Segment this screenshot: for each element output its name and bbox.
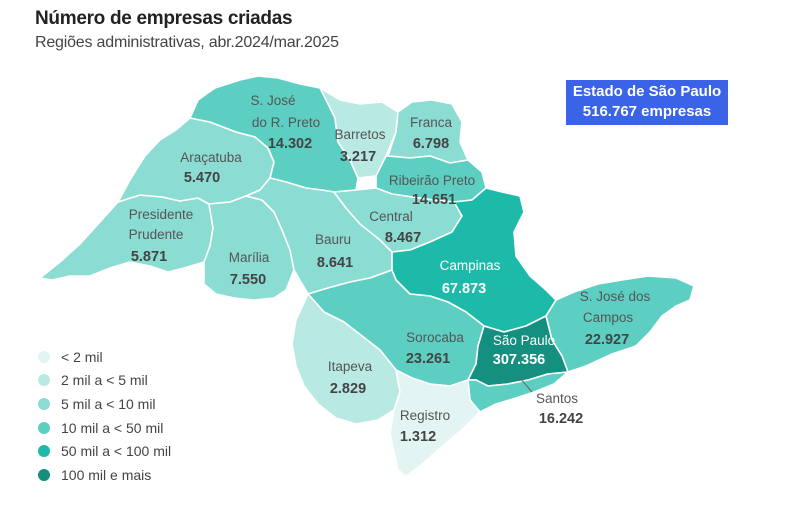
- state-total-box: Estado de São Paulo 516.767 empresas: [566, 80, 728, 125]
- label-sjrp-name-2: do R. Preto: [252, 115, 320, 130]
- label-presidente-name-2: Prudente: [129, 227, 184, 242]
- state-total-label: Estado de São Paulo: [572, 83, 722, 100]
- label-itapeva-value: 2.829: [330, 381, 366, 397]
- label-itapeva-name: Itapeva: [328, 359, 373, 374]
- label-presidente-value: 5.871: [131, 249, 167, 265]
- santos-leader-line: [519, 377, 533, 393]
- label-santos-value: 16.242: [539, 411, 583, 427]
- label-franca-name: Franca: [410, 115, 453, 130]
- region-santos[interactable]: [467, 371, 569, 413]
- label-aracatuba-name: Araçatuba: [180, 150, 242, 165]
- label-registro-name: Registro: [400, 408, 450, 423]
- label-sjrp-value: 14.302: [268, 136, 312, 152]
- region-itapeva[interactable]: [291, 293, 401, 425]
- map-title: Número de empresas criadas: [35, 8, 293, 29]
- label-sjcampos-name-1: S. José dos: [580, 289, 651, 304]
- legend-swatch-icon: [38, 421, 50, 434]
- label-barretos-name: Barretos: [334, 127, 385, 142]
- label-sorocaba-value: 23.261: [406, 351, 450, 367]
- legend-label: 50 mil a < 100 mil: [61, 443, 172, 460]
- legend: < 2 mil 2 mil a < 5 mil 5 mil a < 10 mil…: [38, 345, 171, 487]
- label-saopaulo-value: 307.356: [493, 352, 545, 368]
- legend-label: 10 mil a < 50 mil: [61, 419, 164, 436]
- state-total-value: 516.767 empresas: [582, 103, 712, 120]
- label-presidente-name-1: Presidente: [129, 207, 194, 222]
- label-registro-value: 1.312: [400, 429, 436, 445]
- label-sorocaba-name: Sorocaba: [406, 330, 464, 345]
- legend-item: < 2 mil: [38, 345, 171, 369]
- label-campinas-name: Campinas: [440, 258, 501, 273]
- legend-label: 2 mil a < 5 mil: [61, 372, 148, 389]
- legend-label: < 2 mil: [61, 348, 103, 365]
- label-saopaulo-name: São Paulo: [493, 333, 555, 348]
- label-barretos-value: 3.217: [340, 149, 376, 165]
- label-ribeirao-value: 14.651: [412, 192, 456, 208]
- label-ribeirao-name: Ribeirão Preto: [389, 173, 475, 188]
- legend-item: 10 mil a < 50 mil: [38, 416, 171, 440]
- label-central-name: Central: [369, 209, 413, 224]
- label-marilia-name: Marília: [229, 250, 270, 265]
- label-bauru-name: Bauru: [315, 232, 351, 247]
- legend-swatch-icon: [38, 468, 50, 481]
- label-aracatuba-value: 5.470: [184, 170, 220, 186]
- label-santos-name: Santos: [536, 391, 578, 406]
- legend-swatch-icon: [38, 374, 50, 387]
- label-sjcampos-name-2: Campos: [583, 310, 634, 325]
- label-bauru-value: 8.641: [317, 255, 353, 271]
- label-campinas-value: 67.873: [442, 281, 486, 297]
- label-marilia-value: 7.550: [230, 272, 266, 288]
- legend-swatch-icon: [38, 445, 50, 458]
- label-franca-value: 6.798: [413, 136, 449, 152]
- legend-label: 5 mil a < 10 mil: [61, 395, 156, 412]
- legend-item: 2 mil a < 5 mil: [38, 369, 171, 393]
- legend-swatch-icon: [38, 350, 50, 363]
- legend-swatch-icon: [38, 397, 50, 410]
- label-sjrp-name-1: S. José: [250, 93, 295, 108]
- legend-item: 100 mil e mais: [38, 463, 171, 487]
- legend-item: 5 mil a < 10 mil: [38, 392, 171, 416]
- label-central-value: 8.467: [385, 230, 421, 246]
- label-sjcampos-value: 22.927: [585, 332, 629, 348]
- region-franca[interactable]: [387, 99, 469, 164]
- legend-label: 100 mil e mais: [61, 466, 152, 483]
- region-registro[interactable]: [389, 369, 481, 477]
- legend-item: 50 mil a < 100 mil: [38, 439, 171, 463]
- map-subtitle: Regiões administrativas, abr.2024/mar.20…: [35, 34, 339, 51]
